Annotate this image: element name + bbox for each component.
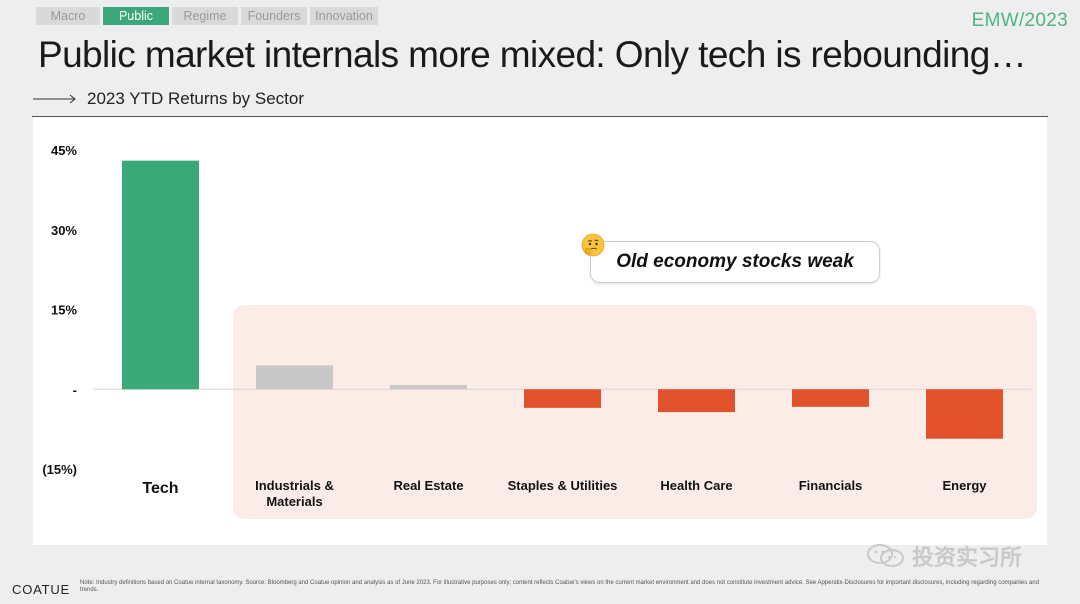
wechat-icon	[867, 544, 904, 567]
tab-founders[interactable]: Founders	[241, 7, 307, 25]
category-label: Industrials & Materials	[255, 478, 334, 509]
category-label: Energy	[942, 478, 987, 493]
chart-panel: 45% 30% 15% - (15%) Tech Industrials & Material…	[33, 117, 1047, 545]
y-tick-label: 15%	[51, 303, 77, 318]
company-logo: COATUE	[12, 582, 71, 597]
footnote: Note: Industry definitions based on Coat…	[80, 580, 1039, 593]
callout-text: Old economy stocks weak	[616, 251, 854, 272]
bar-financials	[792, 389, 869, 407]
tab-macro[interactable]: Macro	[36, 7, 100, 25]
chart-subtitle: 2023 YTD Returns by Sector	[87, 89, 305, 108]
tab-public[interactable]: Public	[103, 7, 169, 25]
bar-health-care	[658, 389, 735, 413]
category-label: Health Care	[660, 478, 732, 493]
category-label: Tech	[142, 480, 178, 497]
watermark-text: 投资实习所	[912, 545, 1023, 570]
old-economy-highlight	[233, 305, 1037, 519]
bar-tech	[122, 160, 199, 390]
brand-mark: EMW/2023	[971, 10, 1068, 31]
title-divider	[32, 116, 1048, 117]
category-label: Real Estate	[393, 478, 463, 493]
y-tick-label: 30%	[51, 223, 77, 238]
section-tabs: Macro Public Regime Founders Innovation	[36, 7, 378, 25]
callout-box: Old economy stocks weak	[590, 241, 880, 283]
brand-right: 2023	[1024, 10, 1068, 31]
brand-left: EMW	[971, 10, 1019, 31]
arrow-right-icon	[33, 94, 76, 104]
bar-staples-utilities	[524, 389, 601, 408]
bar-energy	[926, 389, 1003, 439]
y-tick-label: (15%)	[42, 462, 77, 477]
tab-regime[interactable]: Regime	[172, 7, 238, 25]
category-label: Staples & Utilities	[508, 478, 618, 493]
sector-returns-chart: 45% 30% 15% - (15%) Tech Industrials & Material…	[42, 143, 1037, 519]
thinking-face-icon	[581, 233, 605, 257]
bar-industrials-materials	[256, 365, 333, 390]
y-tick-label: 45%	[51, 143, 77, 158]
subtitle-row: 2023 YTD Returns by Sector	[33, 89, 304, 109]
y-tick-label: -	[73, 382, 77, 397]
category-label: Financials	[799, 478, 863, 493]
wechat-watermark: 投资实习所	[866, 540, 1022, 572]
bar-real-estate	[390, 384, 467, 390]
tab-innovation[interactable]: Innovation	[310, 7, 378, 25]
page-title: Public market internals more mixed: Only…	[38, 34, 1027, 75]
